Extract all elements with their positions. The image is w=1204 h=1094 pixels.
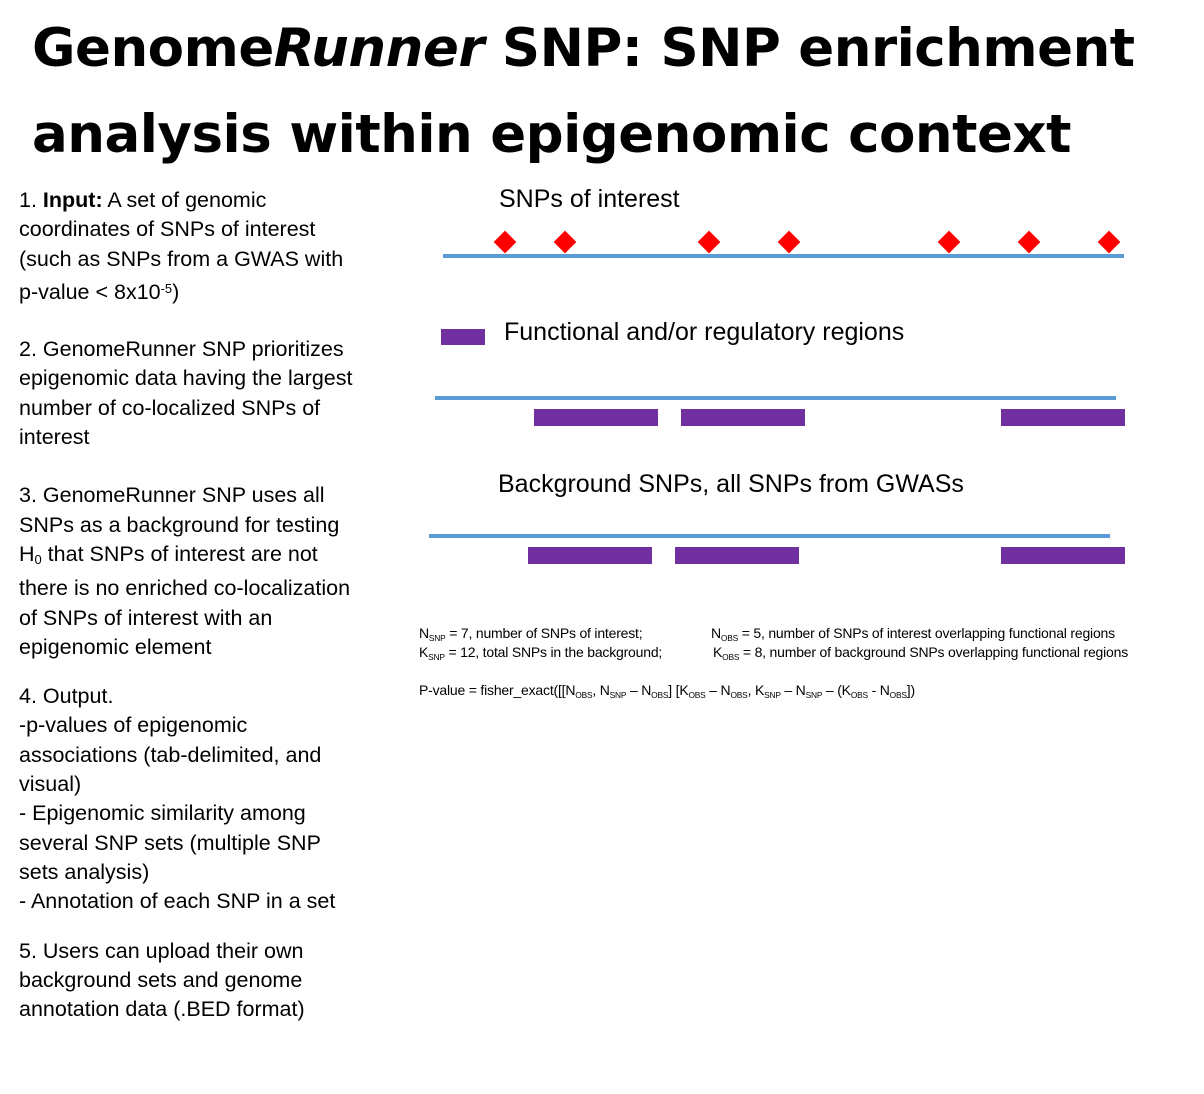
formula-sub: OBS (688, 690, 706, 700)
steps-column: 1. Input: A set of genomic coordinates o… (19, 186, 354, 1024)
formula-sub: OBS (651, 690, 669, 700)
formula-part: P-value = fisher_exact([[N (419, 682, 576, 698)
n-obs-definition: NOBS = 5, number of SNPs of interest ove… (711, 625, 1115, 643)
snp-marker (697, 230, 721, 254)
formula-sub: OBS (730, 690, 748, 700)
step-4: 4. Output. -p-values of epigenomic assoc… (19, 682, 354, 916)
snp-marker (1097, 230, 1121, 254)
step-1: 1. Input: A set of genomic coordinates o… (19, 186, 354, 307)
step-3: 3. GenomeRunner SNP uses all SNPs as a b… (19, 481, 354, 662)
step-4-line-3: - Epigenomic similarity among several SN… (19, 801, 321, 884)
n-snp-symbol: N (419, 625, 429, 641)
formula-part: ] [K (668, 682, 689, 698)
step-1-exponent: -5 (160, 280, 173, 296)
formula-sub: OBS (889, 690, 907, 700)
n-snp-text: = 7, number of SNPs of interest; (445, 625, 643, 641)
k-obs-subscript: OBS (722, 652, 740, 662)
title-part2-italic: Runner (273, 18, 485, 79)
step-3-text-a: 3. GenomeRunner SNP uses all SNPs as a b… (19, 483, 340, 566)
snp-marker (1017, 230, 1041, 254)
fisher-formula: P-value = fisher_exact([[NOBS, NSNP – NO… (419, 682, 915, 700)
step-1-end: ) (172, 279, 180, 304)
formula-part: – (K (822, 682, 851, 698)
region-block (681, 409, 805, 426)
region-block (1001, 409, 1125, 426)
regions-label: Functional and/or regulatory regions (504, 318, 905, 346)
background-label: Background SNPs, all SNPs from GWASs (498, 470, 964, 498)
k-snp-definition: KSNP = 12, total SNPs in the background; (419, 644, 662, 662)
region-legend-swatch (441, 329, 485, 345)
functional-regions (534, 409, 1125, 426)
step-1-text: A set of genomic coordinates of SNPs of … (19, 188, 344, 304)
formula-part: - N (867, 682, 890, 698)
k-obs-symbol: K (713, 644, 723, 660)
step-4-line-2: -p-values of epigenomic associations (ta… (19, 713, 322, 797)
title-part3: SNP: SNP enrichment analysis within epig… (32, 18, 1135, 165)
title-part1: Genome (32, 18, 274, 79)
k-snp-symbol: K (419, 644, 429, 660)
step-3-subscript: 0 (34, 551, 42, 567)
step-5: 5. Users can upload their own background… (19, 938, 305, 1022)
snps-of-interest-label: SNPs of interest (499, 185, 680, 213)
formula-sub: SNP (764, 690, 781, 700)
formula-part: , K (747, 682, 765, 698)
n-obs-symbol: N (711, 625, 721, 641)
formula-part: , N (592, 682, 610, 698)
formula-sub: SNP (609, 690, 627, 700)
formula-sub: OBS (575, 690, 593, 700)
snp-markers (493, 230, 1121, 254)
formula-part: – N (780, 682, 806, 698)
formula-part: – N (626, 682, 652, 698)
page-title: GenomeRunner SNP: SNP enrichment analysi… (32, 6, 1192, 178)
k-snp-text: = 12, total SNPs in the background; (444, 644, 663, 660)
background-regions (528, 547, 1125, 564)
step-4-line-4: - Annotation of each SNP in a set (19, 889, 336, 914)
step-1-heading: Input: (42, 188, 103, 212)
step-1-number: 1. (19, 188, 43, 212)
region-block (675, 547, 799, 564)
formula-sub: SNP (805, 690, 823, 700)
region-block (528, 547, 652, 564)
formula-part: – N (705, 682, 731, 698)
step-4-line-1: 4. Output. (19, 684, 114, 709)
region-block (1001, 547, 1125, 564)
k-obs-definition: KOBS = 8, number of background SNPs over… (713, 644, 1128, 662)
k-obs-text: = 8, number of background SNPs overlappi… (739, 644, 1129, 660)
snp-marker (777, 230, 801, 254)
n-obs-text: = 5, number of SNPs of interest overlapp… (738, 625, 1115, 641)
snp-marker (553, 230, 577, 254)
n-snp-definition: NSNP = 7, number of SNPs of interest; (419, 625, 643, 643)
step-3-text-b: that SNPs of interest are not there is n… (19, 541, 351, 659)
step-2: 2. GenomeRunner SNP prioritizes epigenom… (19, 337, 353, 450)
k-snp-subscript: SNP (428, 652, 445, 662)
region-block (534, 409, 658, 426)
n-snp-subscript: SNP (428, 633, 446, 643)
snp-marker (493, 230, 517, 254)
formula-part: ]) (906, 682, 915, 698)
n-obs-subscript: OBS (720, 633, 739, 643)
formula-sub: OBS (850, 690, 868, 700)
snp-marker (937, 230, 961, 254)
